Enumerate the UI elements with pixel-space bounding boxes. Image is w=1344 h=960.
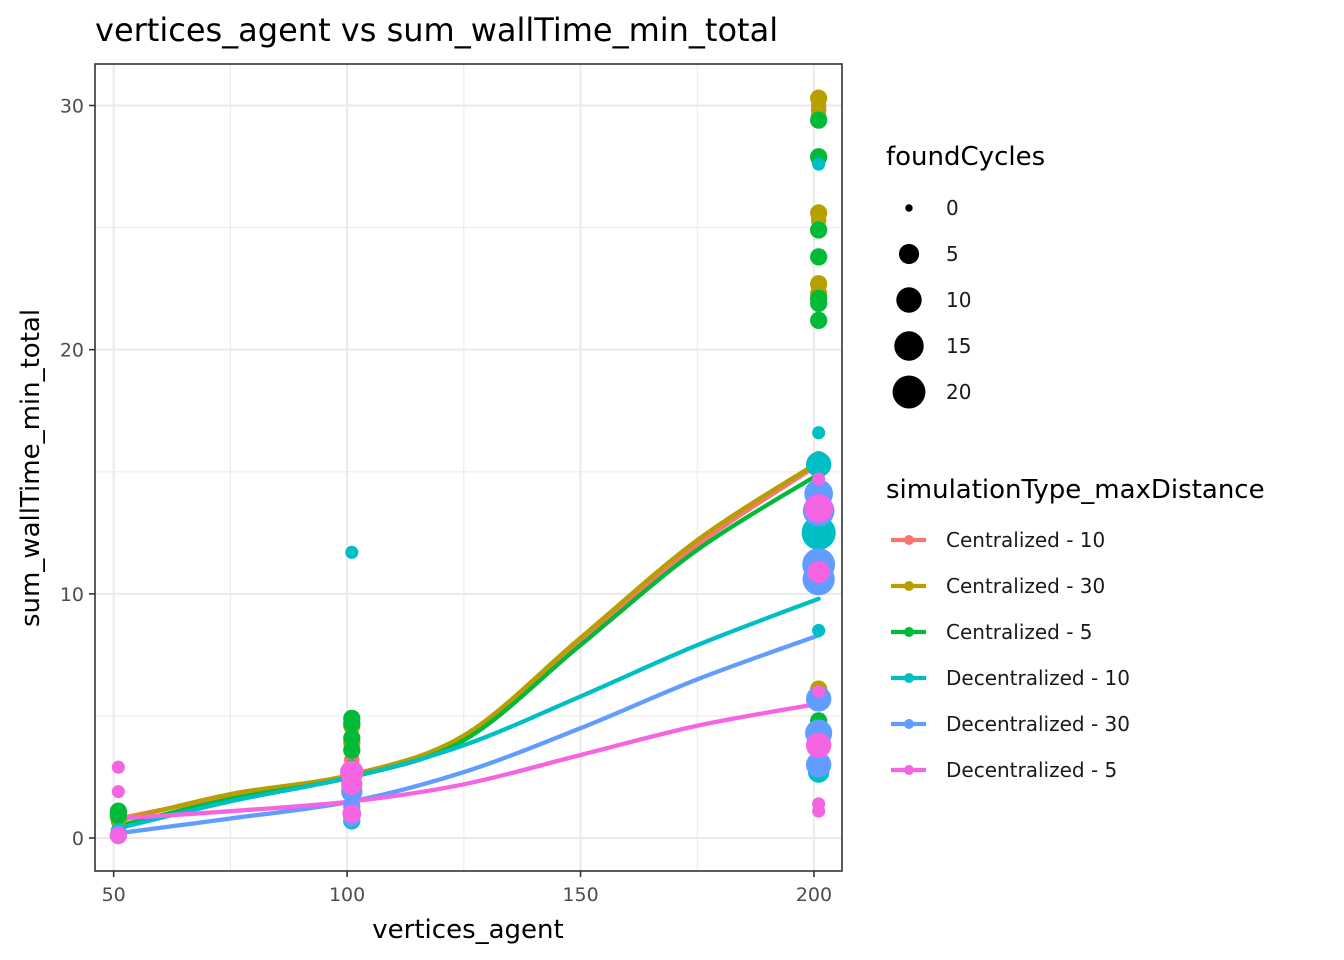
data-point (812, 804, 826, 818)
data-point (343, 741, 361, 759)
y-axis-ticks: 0 10 20 30 (60, 96, 95, 850)
plot-panel (95, 64, 842, 871)
data-point (801, 515, 836, 550)
panel-border (94, 63, 843, 872)
color-legend-dot (904, 673, 914, 683)
data-point (810, 89, 828, 107)
size-legend-label: 10 (946, 288, 971, 312)
smooth-line (116, 633, 821, 836)
smooth-line (116, 472, 821, 828)
size-legend-label: 15 (946, 334, 971, 358)
data-point (810, 311, 828, 330)
data-point (812, 623, 826, 638)
color-legend-label: Centralized - 10 (946, 528, 1105, 552)
size-legend-label: 0 (946, 196, 959, 220)
size-legend-key (896, 287, 922, 313)
color-legend-label: Centralized - 5 (946, 620, 1093, 644)
data-point (804, 494, 834, 523)
y-tick-label: 0 (72, 828, 84, 850)
color-legend-label: Decentralized - 5 (946, 758, 1117, 782)
size-legend-label: 5 (946, 242, 959, 266)
smooth-line (116, 701, 821, 821)
data-point (341, 773, 363, 795)
data-point (810, 221, 828, 239)
data-point (805, 732, 832, 758)
x-axis-ticks: 50 100 150 200 (102, 871, 832, 906)
color-legend-dot (904, 581, 914, 591)
data-point (810, 111, 828, 129)
x-tick-label: 200 (796, 884, 832, 906)
size-legend-title: foundCycles (886, 142, 1045, 172)
x-tick-label: 50 (102, 884, 126, 906)
size-legend-key (905, 204, 913, 212)
data-point (812, 472, 826, 486)
chart-title: vertices_agent vs sum_wallTime_min_total (95, 11, 778, 49)
data-point (812, 157, 826, 171)
x-tick-label: 150 (562, 884, 598, 906)
color-legend-dot (904, 765, 914, 775)
data-point (345, 545, 359, 559)
y-tick-label: 20 (60, 340, 84, 362)
color-legend-label: Centralized - 30 (946, 574, 1105, 598)
x-tick-label: 100 (329, 884, 365, 906)
panel-background (95, 64, 842, 871)
size-legend-key (892, 375, 926, 409)
color-legend-label: Decentralized - 30 (946, 712, 1130, 736)
y-tick-label: 30 (60, 96, 84, 118)
data-point (805, 451, 832, 478)
data-point (812, 684, 826, 699)
smooth-lines (116, 459, 821, 836)
data-point (109, 807, 127, 825)
color-legend-dot (904, 535, 914, 545)
data-point (810, 248, 828, 266)
data-point (805, 752, 832, 778)
color-legend: Centralized - 10 Centralized - 30 Centrali… (891, 528, 1130, 782)
data-point (343, 729, 361, 747)
data-point (343, 714, 361, 732)
color-legend-dot (904, 627, 914, 637)
data-point (812, 426, 826, 440)
smooth-line (116, 596, 821, 831)
smooth-line (116, 459, 821, 824)
data-point (807, 560, 830, 584)
color-legend-dot (904, 719, 914, 729)
panel-frame (94, 63, 843, 872)
data-points (109, 89, 836, 845)
data-point (109, 826, 127, 845)
size-legend-key (894, 331, 924, 361)
data-point (342, 804, 362, 824)
size-legend-key (898, 243, 920, 265)
x-axis-title: vertices_agent (372, 915, 563, 945)
data-point (111, 760, 125, 774)
y-axis-title: sum_wallTime_min_total (16, 309, 46, 627)
color-legend-label: Decentralized - 10 (946, 666, 1130, 690)
size-legend-label: 20 (946, 380, 971, 404)
data-point (810, 294, 828, 312)
color-legend-title: simulationType_maxDistance (886, 475, 1265, 505)
size-legend: 0 5 10 15 20 (892, 196, 971, 409)
y-tick-label: 10 (60, 584, 84, 606)
data-point (111, 785, 125, 799)
